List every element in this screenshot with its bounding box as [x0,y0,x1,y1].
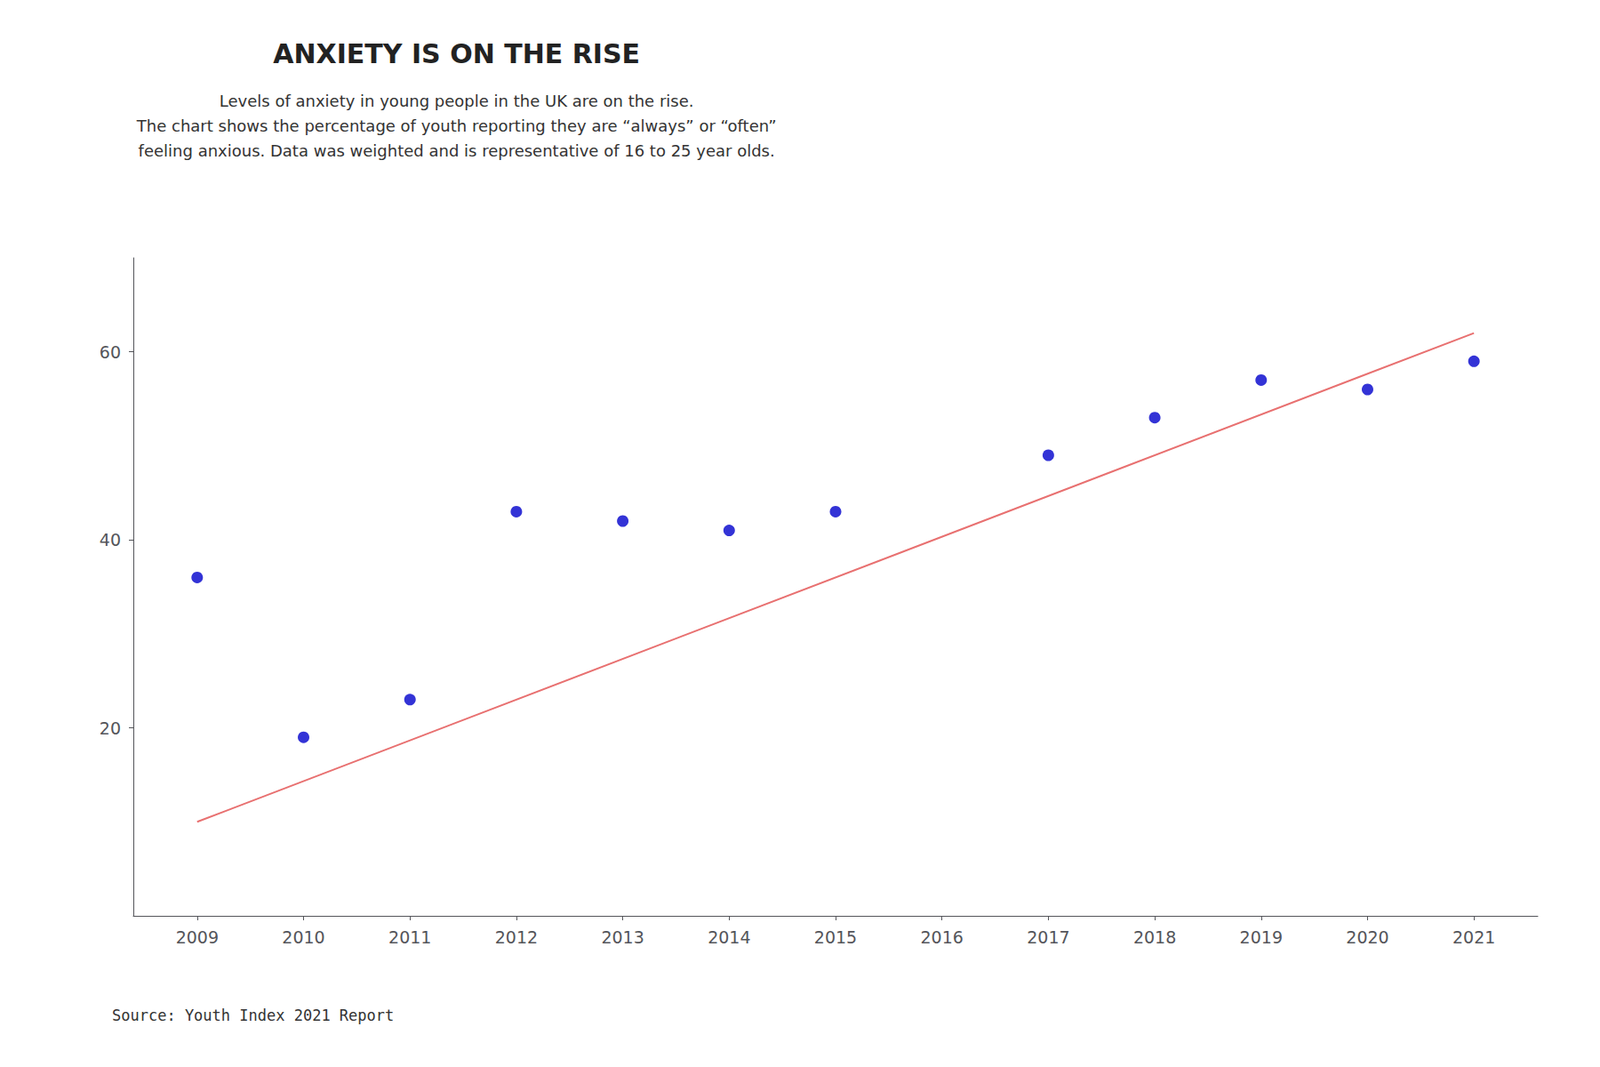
svg-text:ANXIETY IS ON THE RISE: ANXIETY IS ON THE RISE [272,38,640,70]
svg-text:40: 40 [99,529,121,550]
svg-text:Levels of anxiety in young peo: Levels of anxiety in young people in the… [219,91,695,111]
svg-text:2017: 2017 [1026,927,1070,947]
svg-text:2009: 2009 [176,927,219,947]
svg-text:feeling anxious. Data was weig: feeling anxious. Data was weighted and i… [138,141,776,160]
svg-text:2011: 2011 [388,927,432,947]
svg-text:2015: 2015 [814,927,857,947]
svg-text:2016: 2016 [920,927,964,947]
svg-text:20: 20 [99,718,121,738]
svg-text:2013: 2013 [600,927,644,947]
svg-text:2018: 2018 [1133,927,1176,947]
svg-text:2010: 2010 [281,927,325,947]
svg-text:The chart shows the percentage: The chart shows the percentage of youth … [136,116,777,136]
svg-text:2012: 2012 [495,927,538,947]
svg-text:60: 60 [99,342,121,362]
svg-text:2020: 2020 [1345,927,1389,947]
svg-text:2021: 2021 [1452,927,1496,947]
svg-text:2019: 2019 [1240,927,1283,947]
svg-text:Source: Youth Index 2021 Repor: Source: Youth Index 2021 Report [112,1006,394,1024]
svg-text:2014: 2014 [707,927,751,947]
